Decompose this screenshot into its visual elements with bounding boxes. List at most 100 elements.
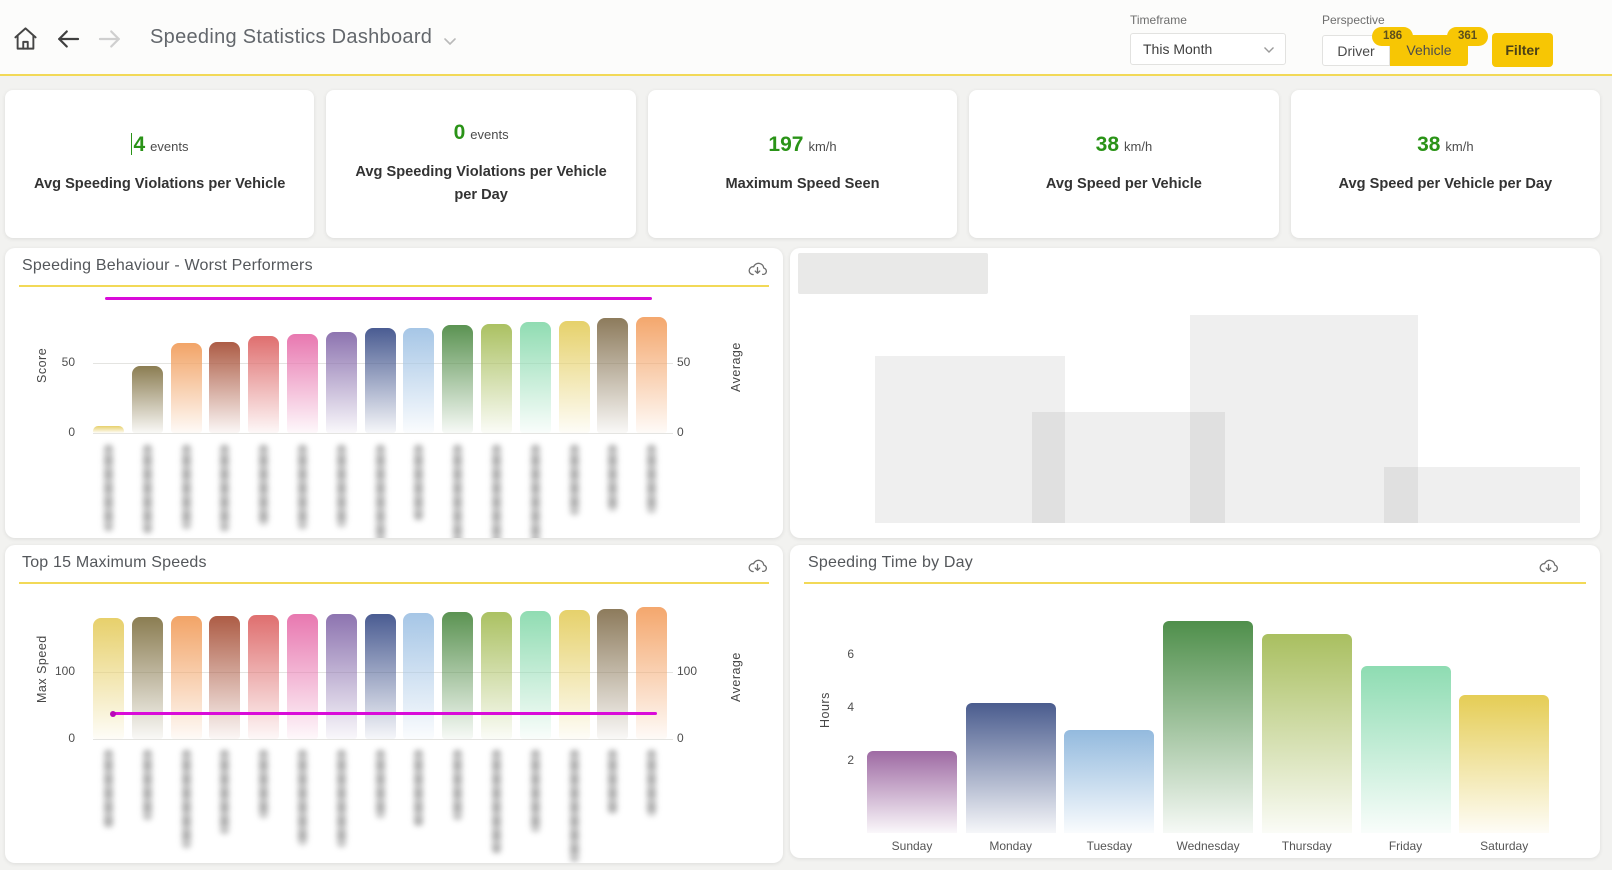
kpi-value: 197 [768,132,804,156]
bar[interactable] [636,607,668,739]
bar[interactable] [287,333,318,433]
back-arrow-icon[interactable] [53,24,83,59]
x-label-redacted [375,445,385,538]
kpi-unit: events [150,138,189,154]
bar[interactable] [209,615,241,739]
bar[interactable] [481,323,512,433]
kpi-value-row: 4 events [130,132,189,157]
bar[interactable] [403,613,435,739]
x-label-redacted [569,445,579,515]
bar[interactable] [248,615,280,739]
x-label-redacted [259,750,269,818]
bar[interactable] [93,617,124,739]
average-line [112,712,657,716]
y-tick-right: 0 [677,425,684,439]
kpi-value-row: 38 km/h [1417,133,1474,157]
kpi-card: 4 events Avg Speeding Violations per Vehi… [5,90,315,238]
bar[interactable] [519,611,551,739]
bar[interactable] [442,325,474,433]
bar[interactable] [636,316,668,433]
timeframe-label: Timeframe [1130,13,1187,27]
day-label: Tuesday [1086,839,1133,853]
kpi-value: 38 [1417,132,1441,156]
perspective-label: Perspective [1322,13,1385,27]
bar[interactable] [519,322,551,433]
x-label-redacted [453,750,463,820]
kpi-value-row: 197 km/h [768,133,836,157]
page-title: Speeding Statistics Dashboard [150,26,433,48]
gridline [93,433,673,434]
bar[interactable] [558,321,590,433]
bar[interactable] [364,328,396,433]
x-label-redacted [608,750,618,814]
y-axis-right-label: Average [729,342,743,393]
kpi-unit: km/h [1124,138,1153,154]
bar[interactable] [442,612,474,739]
x-label-redacted [647,445,657,513]
day-label: Wednesday [1176,839,1240,853]
x-label-redacted [530,750,540,832]
forward-arrow-icon[interactable] [95,24,125,59]
y-axis-right-label: Average [729,652,743,703]
kpi-value: 0 [453,121,466,145]
skeleton-bar [875,356,1065,523]
panel-underline [19,285,769,287]
panel-loading-skeleton [790,248,1600,538]
day-label: Monday [989,839,1033,853]
bar[interactable] [1261,634,1352,834]
y-tick: 50 [61,355,75,369]
y-tick: 100 [54,664,75,678]
x-label-redacted [298,445,307,529]
select-chevron-down-icon [1264,47,1274,53]
average-line-endpoint [110,710,116,717]
bar[interactable] [403,328,435,433]
kpi-card: 0 events Avg Speeding Violations per Vehi… [326,90,636,238]
bar[interactable] [209,342,241,433]
bar[interactable] [558,610,590,739]
download-cloud-icon[interactable] [747,258,768,283]
bar[interactable] [597,318,629,433]
x-label-redacted [259,445,269,525]
skeleton-bar [1384,467,1580,523]
x-label-redacted [220,445,230,531]
filter-button[interactable]: Filter [1492,33,1553,67]
kpi-unit: km/h [1445,138,1474,154]
text-cursor [130,132,133,155]
x-label-redacted [608,445,618,511]
bar[interactable] [325,332,357,433]
panel-speeding-time-by-day: Speeding Time by Day Hours 6 4 2 Sunday M… [790,545,1600,858]
timeframe-select[interactable]: This Month [1130,33,1286,65]
kpi-label: Avg Speeding Violations per Vehicle per … [355,164,607,203]
bar[interactable] [867,750,957,833]
bar[interactable] [287,614,318,739]
bar[interactable] [1360,666,1451,833]
bar[interactable] [131,617,163,739]
download-cloud-icon[interactable] [747,555,768,580]
download-cloud-icon[interactable] [1538,555,1559,580]
bar[interactable] [1064,729,1155,833]
bar[interactable] [131,365,163,433]
x-label-redacted [142,445,152,533]
kpi-card: 197 km/h Maximum Speed Seen [647,90,958,238]
bar[interactable] [965,703,1056,833]
bar[interactable] [170,616,202,739]
kpi-value: 38 [1095,132,1120,156]
day-label: Friday [1388,839,1423,853]
bar[interactable] [1163,621,1254,833]
x-label-redacted [181,445,191,529]
bar[interactable] [364,613,396,739]
bar[interactable] [1459,695,1550,833]
bar[interactable] [93,426,124,433]
kpi-value-row: 0 events [454,121,509,145]
title-chevron-down-icon[interactable] [443,34,457,52]
x-label-redacted [336,750,346,847]
day-label: Saturday [1480,839,1529,853]
bar[interactable] [170,343,202,433]
home-icon[interactable] [12,25,39,57]
bar[interactable] [248,336,280,433]
bar[interactable] [325,614,357,739]
x-label-redacted [414,750,424,826]
bar[interactable] [481,611,512,739]
bar[interactable] [597,609,629,739]
x-label-redacted [298,750,307,845]
